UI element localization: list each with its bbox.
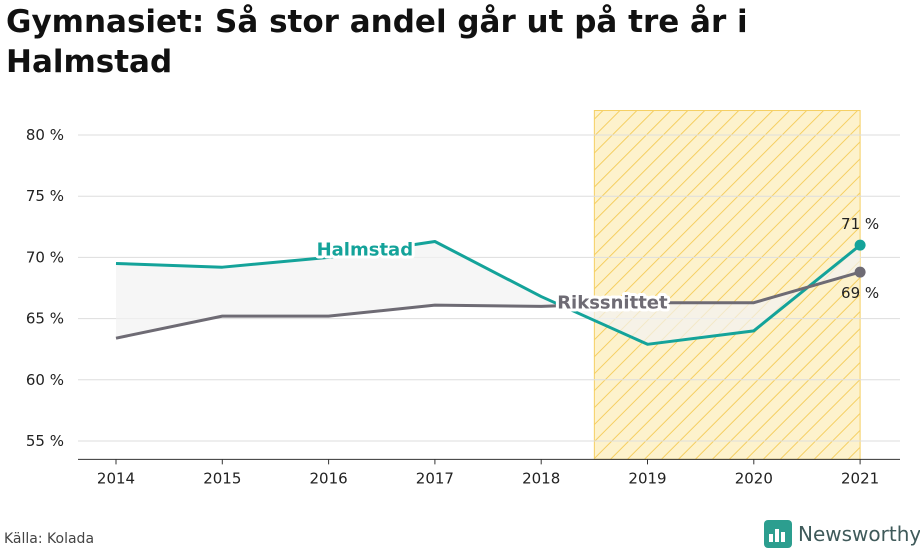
- series-line-halmstad: [115, 239, 862, 346]
- series-label-halmstad: Halmstad: [317, 239, 414, 260]
- series-end-point-rikssnittet: [854, 266, 866, 278]
- x-tick-label: 2015: [203, 469, 241, 487]
- x-tick-label: 2016: [310, 469, 348, 487]
- series-label-rikssnittet: Rikssnittet: [557, 293, 668, 314]
- end-value-halmstad: 71 %: [841, 215, 879, 233]
- chart-title: Gymnasiet: Så stor andel går ut på tre å…: [6, 4, 748, 80]
- source-note: Källa: Kolada: [4, 531, 95, 547]
- gap-area: [116, 241, 861, 345]
- y-tick-label: 75 %: [26, 187, 64, 205]
- y-tick-label: 70 %: [26, 248, 64, 266]
- x-tick-label: 2017: [416, 469, 454, 487]
- y-tick-label: 60 %: [26, 371, 64, 389]
- newsworthy-logo-icon: [764, 520, 792, 548]
- x-tick-label: 2014: [97, 469, 135, 487]
- series-label-halmstad-halo: Halmstad: [317, 239, 414, 260]
- x-tick-label: 2020: [735, 469, 773, 487]
- brand-name: Newsworthy: [798, 522, 920, 546]
- y-tick-label: 65 %: [26, 310, 64, 328]
- end-value-rikssnittet: 69 %: [841, 284, 879, 302]
- series-line-rikssnittet: [115, 270, 861, 340]
- x-tick-label: 2018: [522, 469, 560, 487]
- y-tick-label: 55 %: [26, 432, 64, 450]
- x-tick-label: 2021: [841, 469, 879, 487]
- series-label-rikssnittet-halo: Rikssnittet: [557, 293, 668, 314]
- brand-logo: Newsworthy: [764, 520, 920, 548]
- y-tick-label: 80 %: [26, 126, 64, 144]
- x-tick-label: 2019: [628, 469, 666, 487]
- series-end-point-halmstad: [854, 239, 866, 251]
